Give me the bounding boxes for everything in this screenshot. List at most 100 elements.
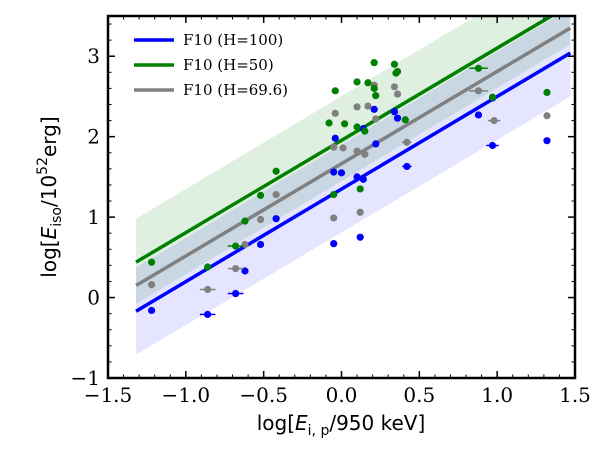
data-point-1-7 [330,214,338,222]
data-point-1-9 [353,147,361,155]
data-point-2-19 [353,78,361,86]
data-point-2-8 [341,120,349,128]
y-tick-label: 3 [87,44,100,68]
data-point-0-14 [403,162,411,171]
data-point-1-10 [356,208,364,216]
legend-label: F10 (H=50) [183,56,274,74]
data-point-1-13 [393,90,402,98]
data-point-0-15 [474,111,483,119]
x-label-suffix: /950 keV] [329,411,425,435]
data-point-1-2 [232,264,240,273]
y-label-symbol: E [37,226,61,239]
data-point-2-18 [543,88,551,97]
y-tick-label: −1 [71,366,100,390]
data-point-2-24 [370,84,378,92]
data-point-1-3 [241,240,249,249]
data-point-0-1 [204,310,212,319]
data-point-1-12 [372,115,380,123]
x-tick-label: 1.5 [559,383,591,407]
x-label-symbol: E [295,411,308,435]
data-point-1-4 [256,215,265,224]
data-point-1-21 [390,83,399,91]
data-point-2-20 [364,79,372,87]
x-tick-label: −1.5 [84,383,133,407]
data-point-2-2 [232,242,240,250]
data-point-2-22 [390,60,399,68]
fit-line-2 [135,26,572,287]
data-point-2-4 [256,191,265,199]
legend-label: F10 (H=69.6) [183,81,288,99]
data-point-0-17 [331,134,339,142]
data-point-0-7 [330,240,338,248]
data-point-2-7 [330,190,338,199]
data-point-0-6 [330,168,338,176]
data-point-1-5 [272,190,280,199]
y-label-prefix: log[ [37,239,61,277]
data-points [147,59,551,319]
data-point-0-16 [488,141,497,150]
x-tick-label: −1.0 [162,383,211,407]
data-point-1-15 [474,87,483,95]
x-tick-label: 0.0 [326,383,358,407]
x-axis-label: log[Ei, p/950 keV] [257,411,426,439]
y-label-mid: /10 [37,175,61,207]
data-point-0-11 [359,175,367,183]
data-point-2-3 [241,217,249,225]
data-point-1-18 [543,112,551,120]
data-point-1-6 [330,143,338,151]
data-point-0-8 [337,169,346,177]
data-point-2-14 [401,116,409,124]
data-point-0-13 [393,114,402,122]
y-label-subscript: iso [49,207,65,227]
data-point-1-1 [204,285,212,294]
data-point-2-21 [370,59,378,67]
data-point-0-18 [543,137,551,145]
data-point-0-12 [372,140,380,148]
data-point-2-5 [272,167,280,175]
data-point-1-16 [490,116,498,125]
data-point-0-9 [353,173,361,181]
data-point-2-12 [372,92,380,100]
data-point-1-8 [339,144,347,152]
data-point-2-15 [474,64,483,72]
y-tick-label: 1 [87,205,100,229]
data-point-2-23 [392,69,400,77]
tick-labels: −1.5 −1.0 −0.5 0.0 0.5 1.0 1.5 −1 0 1 2 3 [71,44,591,407]
data-point-1-19 [353,103,361,111]
data-point-0-0 [147,306,156,315]
data-point-2-9 [353,123,361,131]
data-point-2-16 [488,93,497,101]
data-point-0-4 [256,240,265,249]
data-point-1-17 [331,109,339,117]
legend: F10 (H=100) F10 (H=50) F10 (H=69.6) [134,31,288,99]
fit-line-1 [135,16,555,264]
x-label-subscript: i, p [308,423,330,439]
data-point-2-10 [356,185,364,193]
data-point-2-0 [147,258,156,266]
data-point-0-21 [390,108,399,116]
x-tick-label: 1.0 [481,383,513,407]
x-tick-label: 0.5 [403,383,435,407]
data-point-0-22 [370,105,378,113]
data-point-1-20 [364,102,372,110]
data-point-2-11 [361,127,369,135]
data-point-2-1 [204,263,212,271]
data-point-2-17 [331,87,339,95]
band-0 [136,16,571,304]
plot-frame [106,14,577,380]
y-tick-label: 0 [87,286,100,310]
data-point-2-6 [325,119,333,127]
x-tick-label: −0.5 [239,383,288,407]
data-point-0-5 [272,215,280,223]
y-axis-label: log[Eiso/1052erg] [35,116,65,277]
data-point-0-10 [356,233,364,241]
data-point-1-11 [361,150,369,158]
data-point-1-14 [403,138,411,146]
y-label-suffix: erg] [37,116,61,157]
y-tick-label: 2 [87,125,100,149]
y-label-superscript: 52 [35,157,51,175]
x-label-prefix: log[ [257,411,295,435]
legend-label: F10 (H=100) [183,31,283,49]
confidence-bands [136,16,571,355]
